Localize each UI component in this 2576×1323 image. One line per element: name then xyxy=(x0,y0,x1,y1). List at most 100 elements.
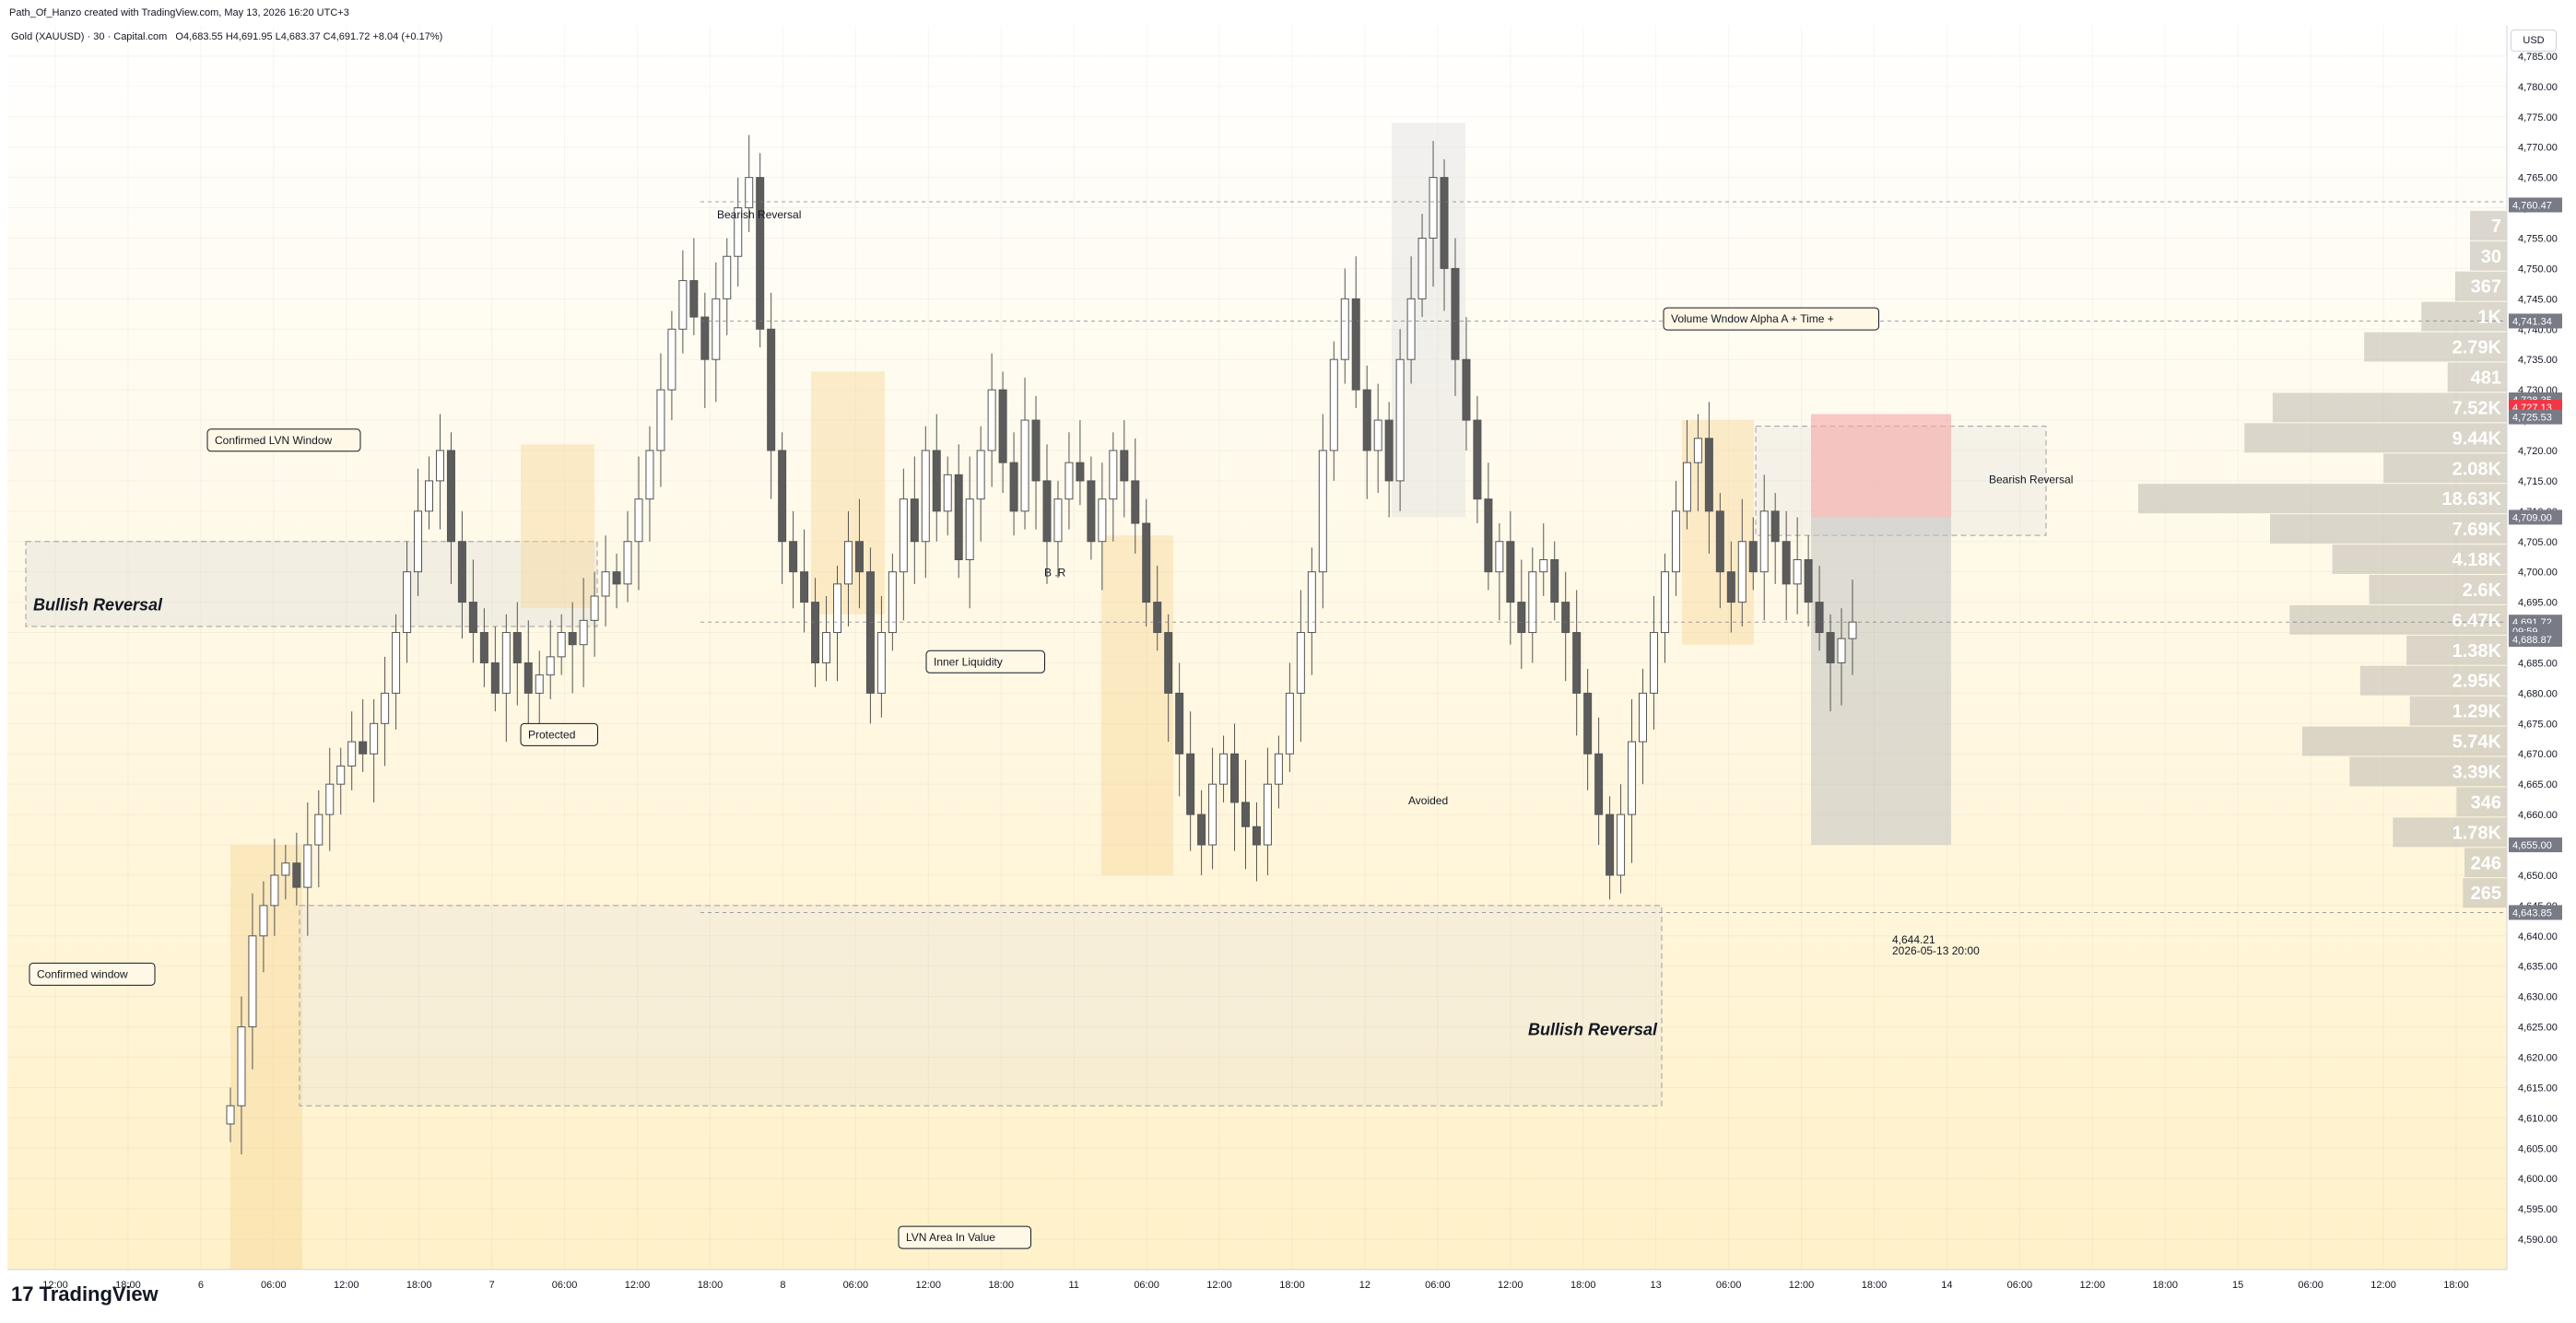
candle-body xyxy=(1020,419,1029,512)
candle-body xyxy=(1517,602,1526,634)
time-tick-label: 06:00 xyxy=(1425,1280,1451,1291)
short-target-zone xyxy=(1811,517,1951,846)
candle-body xyxy=(1606,814,1615,876)
volume-profile-bar xyxy=(2470,240,2507,271)
volume-profile-bar xyxy=(2406,635,2507,665)
volume-profile-bar xyxy=(2456,787,2507,817)
brand-name: TradingView xyxy=(39,1282,159,1305)
candle-body xyxy=(1351,298,1360,391)
volume-profile-bar xyxy=(2409,696,2507,726)
price-tick-label: 4,720.00 xyxy=(2518,446,2558,457)
annotation-text: Volume Wndow Alpha A + Time + xyxy=(1671,312,1834,325)
candle-body xyxy=(392,632,401,694)
candle-body xyxy=(1098,498,1107,543)
candle-body xyxy=(612,571,621,585)
price-label-text: 4,741.34 xyxy=(2512,316,2552,327)
candle-body xyxy=(1417,237,1427,299)
annotation-text: Protected xyxy=(528,728,575,741)
volume-profile-label: 1.38K xyxy=(2452,641,2502,662)
annotation-text: 2026-05-13 20:00 xyxy=(1892,944,1980,957)
price-axis[interactable]: 4,590.00 4,595.00 4,600.00 4,605.00 4,610.00… xyxy=(2506,26,2562,1270)
time-tick-label: 18:00 xyxy=(1570,1280,1596,1291)
candle-body xyxy=(843,541,853,585)
volume-profile-label: 7.69K xyxy=(2452,520,2502,540)
time-tick-label: 12:00 xyxy=(916,1280,942,1291)
candle-body xyxy=(987,389,996,451)
price-tick-label: 4,675.00 xyxy=(2518,719,2558,730)
price-tick-label: 4,700.00 xyxy=(2518,568,2558,579)
volume-profile-label: 30 xyxy=(2481,247,2501,267)
short-stop-zone xyxy=(1811,414,1951,518)
grid xyxy=(7,26,2507,1270)
price-tick-label: 4,705.00 xyxy=(2518,537,2558,548)
candle-body xyxy=(1793,559,1802,585)
volume-profile: 7.52K 9.44K 2.08K 18.63K 7.69K 4.18K 2.6K 6.47K… xyxy=(2138,210,2507,908)
candle-body xyxy=(1406,298,1416,360)
volume-profile-bar xyxy=(2289,604,2507,635)
currency-button[interactable]: USD xyxy=(2511,29,2557,52)
candle-body xyxy=(1451,267,1460,360)
time-tick-label: 18:00 xyxy=(406,1280,432,1291)
time-tick-label: 6 xyxy=(198,1280,204,1291)
bullish-reversal-zone xyxy=(25,541,598,627)
price-tick-label: 4,715.00 xyxy=(2518,476,2558,487)
candle-body xyxy=(1726,571,1735,603)
candle-body xyxy=(1109,450,1118,500)
candle-body xyxy=(414,510,423,573)
price-tick-label: 4,775.00 xyxy=(2518,112,2558,123)
candle-body xyxy=(1230,753,1240,803)
candle-body xyxy=(1804,559,1813,603)
volume-profile-label: 2.6K xyxy=(2463,580,2502,601)
candle-body xyxy=(723,255,732,299)
price-tick-label: 4,670.00 xyxy=(2518,749,2558,760)
avoided-zone xyxy=(1101,535,1173,875)
annotations: Bearish Reversal Bullish Reversal Confirme… xyxy=(29,201,2507,1249)
candle-body xyxy=(1429,177,1438,239)
price-tick-label: 4,590.00 xyxy=(2518,1235,2558,1246)
price-tick-label: 4,660.00 xyxy=(2518,810,2558,821)
annotation: Avoided xyxy=(1408,794,1448,807)
price-label-badge xyxy=(2509,409,2562,425)
candle-body xyxy=(1815,602,1824,634)
candle-body xyxy=(767,328,776,451)
annotation-text: Bullish Reversal xyxy=(1528,1020,1658,1038)
price-tick-label: 4,610.00 xyxy=(2518,1113,2558,1124)
volume-profile-bar xyxy=(2270,514,2507,544)
price-tick-label: 4,595.00 xyxy=(2518,1204,2558,1215)
candle-body xyxy=(876,632,886,694)
candle-body xyxy=(734,207,743,257)
candle-body xyxy=(865,571,875,694)
candle-body xyxy=(446,450,455,543)
candle-body xyxy=(1660,571,1669,634)
annotation-text: B .R xyxy=(1044,567,1066,580)
candle-body xyxy=(667,328,676,391)
candle-body xyxy=(998,389,1007,463)
tradingview-logo[interactable]: 17 TradingView xyxy=(11,1282,159,1306)
symbol-title[interactable]: Gold (XAUUSD) · 30 · Capital.com O4,683.… xyxy=(11,31,442,42)
candle-body xyxy=(965,498,974,561)
time-tick-label: 12:00 xyxy=(1789,1280,1815,1291)
time-tick-label: 15 xyxy=(2232,1280,2243,1291)
annotation-text: Bullish Reversal xyxy=(33,595,163,614)
annotation-text: Confirmed LVN Window xyxy=(215,434,332,447)
time-tick-label: 18:00 xyxy=(2152,1280,2178,1291)
time-tick-label: 12 xyxy=(1359,1280,1370,1291)
time-tick-label: 12:00 xyxy=(1498,1280,1523,1291)
candle-body xyxy=(1318,450,1327,573)
volume-profile-bar xyxy=(2470,210,2507,240)
time-tick-label: 06:00 xyxy=(1134,1280,1159,1291)
candle-body xyxy=(899,498,908,573)
volume-profile-label: 4.18K xyxy=(2452,550,2502,570)
volume-profile-label: 18.63K xyxy=(2442,489,2502,509)
time-axis[interactable]: 12:00 18:00 6 06:00 12:00 18:00 7 06:00 12:00 18:… xyxy=(7,1269,2507,1291)
price-label-text: 4,688.87 xyxy=(2512,635,2552,646)
ohlc-values: O4,683.55 H4,691.95 L4,683.37 C4,691.72 … xyxy=(175,31,443,42)
candle-body xyxy=(1682,462,1691,512)
candle-body xyxy=(546,656,555,676)
candle-body xyxy=(1164,632,1173,694)
volume-profile-bar xyxy=(2447,362,2507,392)
candle-body xyxy=(1219,753,1229,785)
annotation-text: Inner Liquidity xyxy=(934,655,1003,668)
candle-body xyxy=(1506,541,1515,603)
